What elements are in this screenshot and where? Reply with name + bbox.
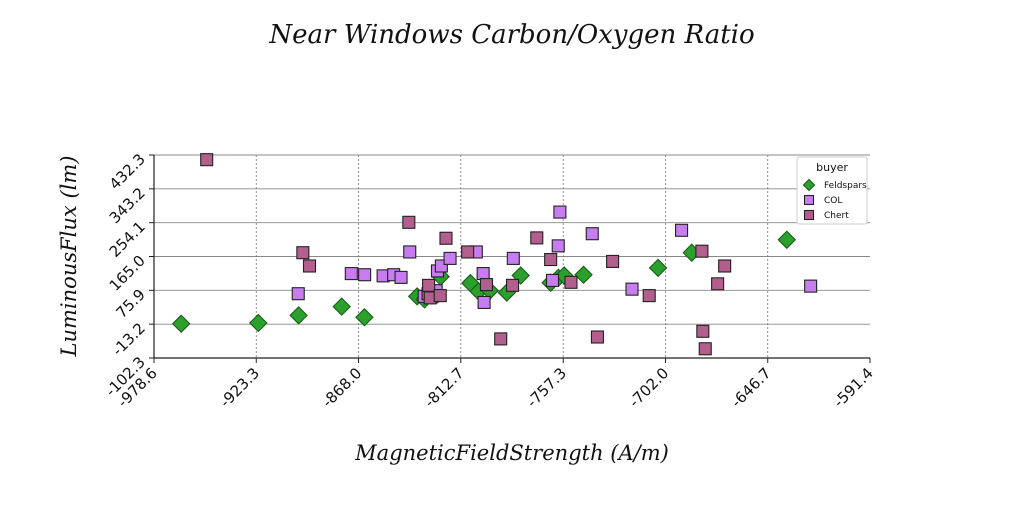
- point-feldspars: [171, 314, 191, 333]
- legend-label-chert: Chert: [824, 211, 849, 221]
- point-col: [344, 267, 358, 281]
- point-col: [291, 287, 305, 301]
- point-chert: [590, 330, 604, 344]
- point-chert: [506, 278, 520, 292]
- point-chert: [530, 231, 544, 245]
- point-col: [403, 245, 417, 259]
- y-tick-label: 432.3: [106, 150, 149, 193]
- point-chert: [606, 254, 620, 268]
- point-chert: [642, 289, 656, 303]
- x-tick-label: -702.0: [625, 364, 672, 411]
- x-tick-label: -591.4: [830, 364, 877, 411]
- point-chert: [544, 252, 558, 267]
- y-tick-label: 343.2: [106, 184, 149, 227]
- y-axis-label: LuminousFlux (lm): [57, 156, 81, 358]
- legend-marker-col: [803, 194, 815, 206]
- chart-title: Near Windows Carbon/Oxygen Ratio: [268, 20, 754, 50]
- point-chert: [494, 332, 508, 346]
- point-feldspars: [249, 313, 268, 333]
- point-chert: [711, 277, 725, 291]
- point-col: [358, 268, 372, 282]
- point-feldspars: [289, 306, 308, 325]
- legend-title: buyer: [816, 161, 848, 174]
- y-tick-label: 165.0: [106, 252, 149, 295]
- point-col: [443, 251, 457, 265]
- point-chert: [461, 245, 475, 259]
- point-chert: [439, 231, 453, 245]
- point-chert: [696, 324, 710, 338]
- x-axis-label: MagneticFieldStrength (A/m): [354, 441, 669, 465]
- point-col: [551, 239, 565, 253]
- point-col: [545, 273, 560, 287]
- grid-layer: [154, 154, 870, 359]
- axes-layer: [149, 154, 871, 363]
- legend-marker-feldspars: [802, 178, 816, 192]
- y-tick-label: -13.2: [109, 319, 149, 359]
- legend-label-col: COL: [824, 196, 842, 206]
- x-tick-label: -646.7: [728, 364, 775, 411]
- point-col: [804, 279, 818, 293]
- point-chert: [422, 278, 436, 292]
- point-chert: [564, 275, 578, 289]
- point-col: [506, 251, 520, 265]
- point-col: [625, 282, 639, 296]
- legend-marker-chert: [803, 209, 815, 221]
- legend-box: [796, 156, 868, 225]
- point-chert: [718, 259, 732, 273]
- legend-label-feldspars: Feldspars: [824, 181, 867, 191]
- point-feldspars: [777, 230, 797, 250]
- x-tick-label: -868.0: [318, 364, 365, 411]
- point-chert: [695, 244, 709, 258]
- point-chert: [433, 289, 447, 303]
- series-col: [291, 205, 818, 309]
- point-chert: [402, 215, 416, 229]
- x-tick-label: -812.7: [421, 364, 468, 411]
- point-feldspars: [648, 258, 668, 278]
- legend: buyer Feldspars COL Chert: [796, 156, 868, 225]
- x-tick-label: -757.3: [523, 364, 570, 411]
- point-feldspars: [574, 265, 593, 285]
- point-col: [477, 295, 491, 309]
- point-col: [585, 227, 599, 241]
- point-chert: [479, 278, 494, 292]
- point-col: [553, 205, 567, 219]
- point-col: [394, 270, 408, 284]
- points-layer: [171, 153, 818, 356]
- point-chert: [302, 259, 317, 273]
- point-chert: [698, 342, 712, 356]
- point-feldspars: [332, 297, 351, 316]
- point-feldspars: [355, 307, 374, 327]
- y-tick-label: 254.1: [106, 218, 149, 261]
- point-chert: [296, 246, 310, 260]
- series-chert: [200, 153, 732, 356]
- point-col: [675, 223, 689, 237]
- point-chert: [200, 153, 214, 167]
- x-tick-label: -923.3: [216, 364, 263, 411]
- point-col: [476, 267, 490, 281]
